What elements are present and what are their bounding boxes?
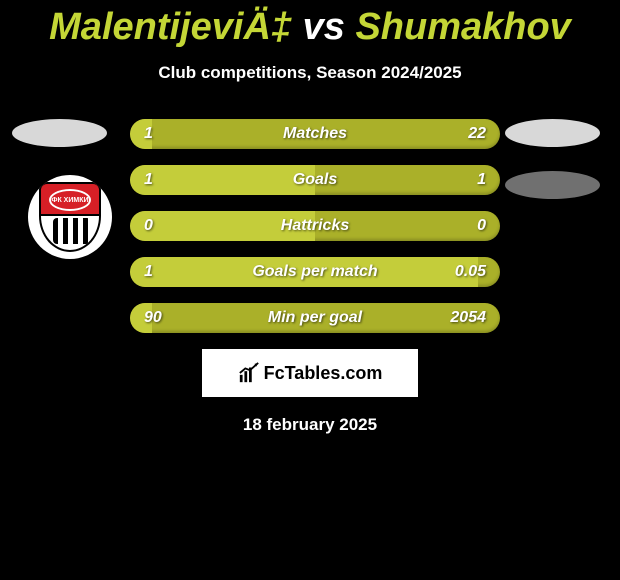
stat-bar: 1 Matches 22 (130, 119, 500, 149)
stat-left-value: 1 (144, 171, 153, 189)
stat-label: Hattricks (281, 217, 349, 235)
player-a-flag-placeholder (12, 119, 107, 147)
stat-label: Goals per match (252, 263, 377, 281)
player-b-flag-placeholder-2 (505, 171, 600, 199)
stat-bar-inner: 0 Hattricks 0 (130, 211, 500, 241)
stat-left-value: 0 (144, 217, 153, 235)
stat-right-value: 2054 (450, 309, 486, 327)
stat-bar: 1 Goals 1 (130, 165, 500, 195)
stats-bars: 1 Matches 22 1 Goals 1 0 Hattricks 0 1 Goals per m… (130, 119, 500, 333)
stat-bar-inner: 1 Goals per match 0.05 (130, 257, 500, 287)
branding-text: FcTables.com (264, 363, 383, 384)
vs-separator: vs (303, 6, 345, 48)
stat-left-value: 90 (144, 309, 162, 327)
stat-label: Goals (293, 171, 337, 189)
stat-right-value: 0 (477, 217, 486, 235)
club-name-text: ФК ХИМКИ (49, 189, 91, 211)
stat-right-value: 22 (468, 125, 486, 143)
shield-icon: ФК ХИМКИ (39, 182, 101, 252)
branding-box[interactable]: FcTables.com (202, 349, 418, 397)
stat-left-value: 1 (144, 125, 153, 143)
stat-right-value: 1 (477, 171, 486, 189)
chart-icon (238, 362, 260, 384)
stat-label: Min per goal (268, 309, 362, 327)
subtitle: Club competitions, Season 2024/2025 (0, 63, 620, 83)
comparison-title: MalentijeviÄ‡ vs Shumakhov (0, 0, 620, 49)
stat-bar: 90 Min per goal 2054 (130, 303, 500, 333)
stat-bar-inner: 1 Matches 22 (130, 119, 500, 149)
player-a-name: MalentijeviÄ‡ (49, 6, 292, 48)
stat-left-value: 1 (144, 263, 153, 281)
stat-bar: 0 Hattricks 0 (130, 211, 500, 241)
stats-content: ФК ХИМКИ 1 Matches 22 1 Goals 1 0 Hattricks 0 1 Go… (0, 119, 620, 333)
stat-right-value: 0.05 (455, 263, 486, 281)
player-b-name: Shumakhov (355, 6, 570, 48)
stat-bar-inner: 90 Min per goal 2054 (130, 303, 500, 333)
club-logo: ФК ХИМКИ (28, 175, 112, 259)
player-b-flag-placeholder-1 (505, 119, 600, 147)
stat-bar: 1 Goals per match 0.05 (130, 257, 500, 287)
stat-label: Matches (283, 125, 347, 143)
date-label: 18 february 2025 (0, 415, 620, 435)
stat-bar-inner: 1 Goals 1 (130, 165, 500, 195)
